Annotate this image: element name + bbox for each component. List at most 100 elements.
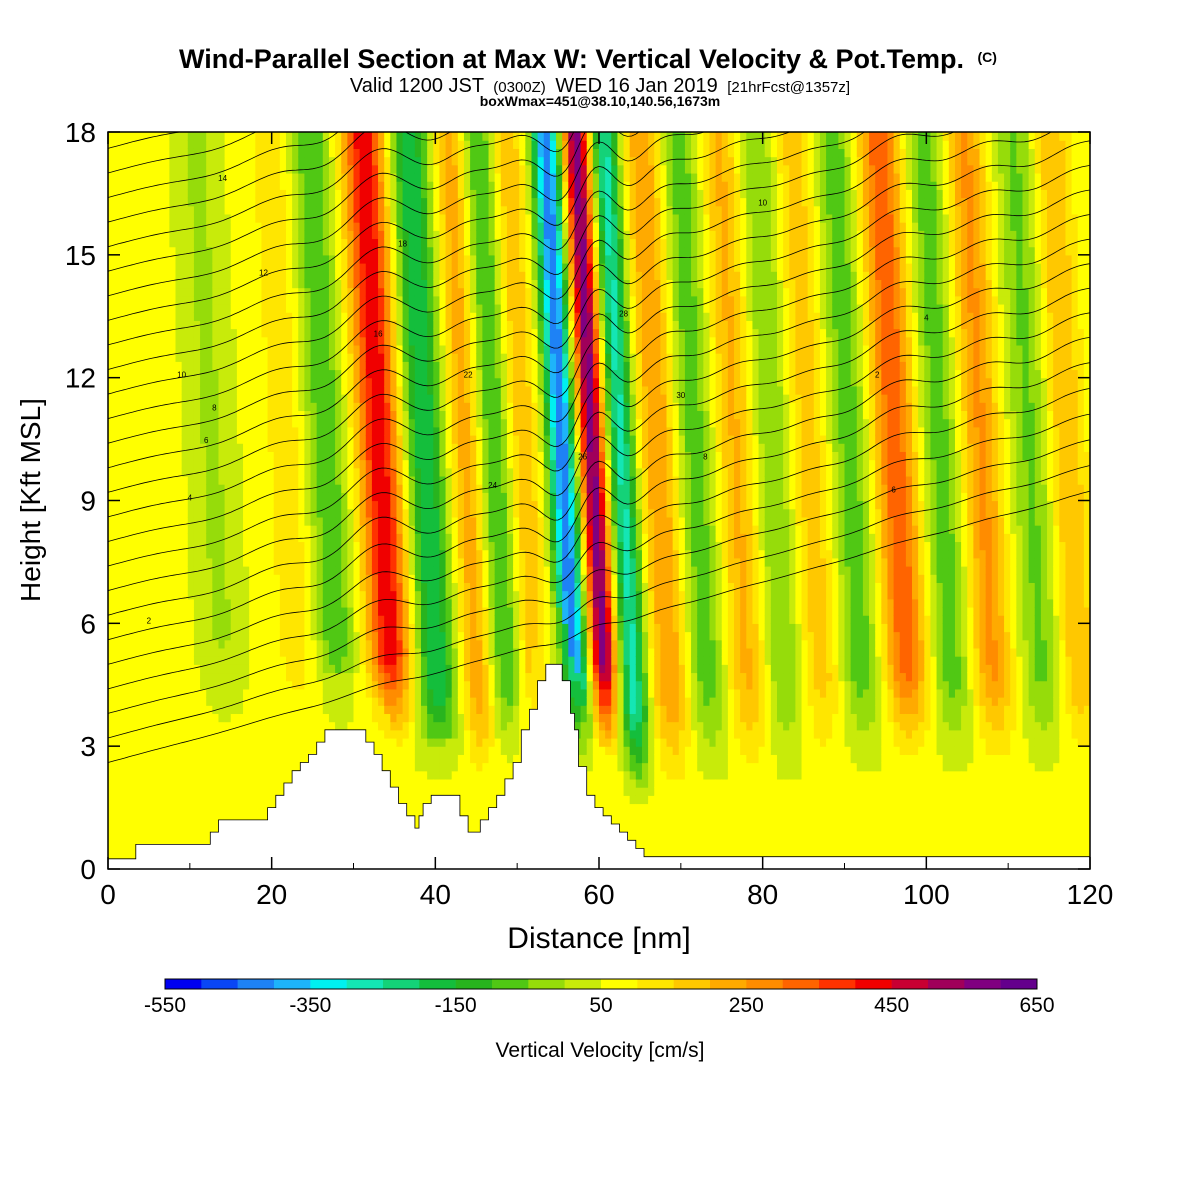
velocity-cell — [144, 213, 152, 223]
velocity-cell — [322, 140, 330, 149]
velocity-cell — [402, 361, 410, 371]
velocity-cell — [279, 263, 287, 272]
velocity-cell — [243, 762, 250, 772]
velocity-cell — [206, 377, 213, 387]
velocity-cell — [150, 803, 158, 813]
velocity-cell — [335, 361, 342, 371]
velocity-cell — [169, 443, 177, 452]
velocity-cell — [316, 729, 324, 739]
velocity-cell — [371, 402, 379, 412]
velocity-cell — [224, 590, 232, 600]
velocity-cell — [378, 344, 385, 354]
velocity-cell — [175, 156, 183, 166]
velocity-cell — [120, 418, 128, 428]
velocity-cell — [322, 418, 330, 428]
velocity-cell — [144, 394, 152, 403]
velocity-cell — [378, 279, 385, 289]
velocity-cell — [396, 402, 404, 412]
velocity-cell — [273, 443, 281, 452]
velocity-cell — [384, 377, 391, 387]
velocity-cell — [218, 623, 226, 633]
velocity-cell — [206, 787, 213, 796]
velocity-cell — [261, 254, 269, 264]
velocity-cell — [298, 688, 305, 698]
velocity-cell — [206, 303, 213, 313]
velocity-cell — [138, 271, 146, 280]
velocity-cell — [249, 172, 256, 182]
velocity-cell — [384, 410, 391, 420]
velocity-cell — [390, 639, 398, 649]
velocity-cell — [353, 377, 361, 387]
velocity-cell — [384, 549, 391, 559]
velocity-cell — [132, 549, 140, 559]
velocity-cell — [390, 181, 398, 190]
velocity-cell — [138, 238, 146, 248]
velocity-cell — [439, 549, 447, 559]
velocity-cell — [144, 623, 152, 633]
velocity-cell — [384, 516, 391, 526]
velocity-cell — [181, 836, 189, 846]
velocity-cell — [163, 705, 170, 715]
velocity-cell — [445, 647, 453, 657]
velocity-cell — [187, 467, 195, 477]
velocity-cell — [255, 156, 263, 166]
velocity-cell — [132, 172, 140, 182]
velocity-cell — [347, 705, 355, 715]
velocity-cell — [249, 770, 256, 780]
velocity-cell — [193, 361, 201, 371]
velocity-cell — [285, 508, 293, 518]
velocity-cell — [445, 566, 453, 575]
velocity-cell — [439, 639, 447, 649]
velocity-cell — [414, 377, 422, 387]
velocity-cell — [187, 148, 195, 158]
velocity-cell — [261, 549, 269, 559]
velocity-cell — [316, 623, 324, 633]
velocity-cell — [414, 361, 422, 371]
velocity-cell — [341, 238, 348, 248]
velocity-cell — [157, 770, 164, 780]
velocity-cell — [193, 803, 201, 813]
velocity-cell — [193, 729, 201, 739]
velocity-cell — [187, 770, 195, 780]
velocity-cell — [359, 394, 367, 403]
velocity-cell — [273, 508, 281, 518]
velocity-cell — [390, 377, 398, 387]
velocity-cell — [414, 770, 422, 780]
velocity-cell — [335, 672, 342, 682]
velocity-cell — [193, 328, 201, 338]
velocity-cell — [408, 189, 416, 199]
velocity-cell — [144, 574, 152, 583]
velocity-cell — [310, 557, 318, 567]
velocity-cell — [236, 590, 244, 600]
velocity-cell — [341, 549, 348, 559]
velocity-cell — [371, 156, 379, 166]
velocity-cell — [224, 328, 232, 338]
velocity-cell — [322, 385, 330, 395]
velocity-cell — [298, 484, 305, 493]
velocity-cell — [150, 606, 158, 616]
velocity-cell — [236, 377, 244, 387]
velocity-cell — [298, 549, 305, 559]
subtitle-forecast: [21hrFcst@1357z] — [727, 79, 850, 96]
velocity-cell — [138, 639, 146, 649]
velocity-cell — [126, 434, 134, 444]
velocity-cell — [157, 705, 164, 715]
velocity-cell — [126, 263, 134, 272]
velocity-cell — [384, 598, 391, 608]
velocity-cell — [212, 361, 220, 371]
velocity-cell — [414, 418, 422, 428]
velocity-cell — [322, 525, 330, 534]
velocity-cell — [255, 312, 263, 321]
velocity-cell — [402, 557, 410, 567]
velocity-cell — [421, 181, 428, 190]
velocity-cell — [304, 697, 312, 706]
velocity-cell — [181, 303, 189, 313]
velocity-cell — [236, 312, 244, 321]
velocity-cell — [371, 664, 379, 674]
velocity-cell — [402, 697, 410, 706]
velocity-cell — [298, 459, 305, 469]
velocity-cell — [218, 197, 226, 207]
velocity-cell — [378, 615, 385, 624]
velocity-cell — [316, 172, 324, 182]
velocity-cell — [414, 787, 422, 796]
